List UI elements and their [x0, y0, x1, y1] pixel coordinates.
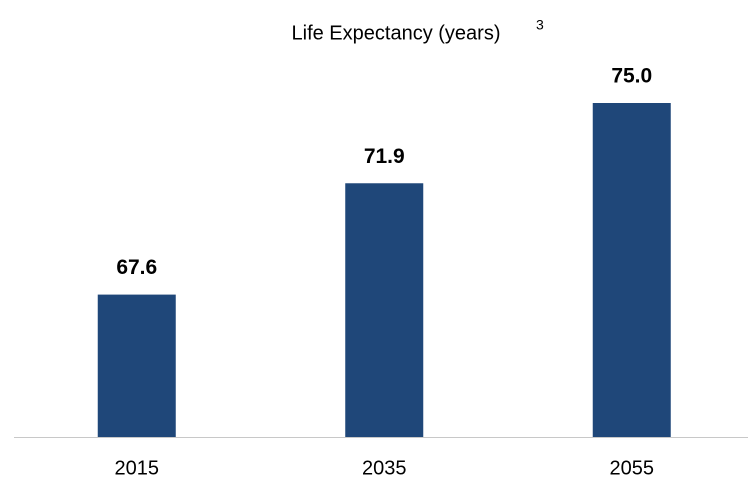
x-tick-label: 2055	[610, 457, 655, 479]
bar	[345, 183, 424, 437]
title-superscript: 3	[536, 17, 544, 33]
bar	[592, 103, 671, 437]
bar	[97, 294, 176, 437]
value-label: 71.9	[364, 145, 405, 168]
x-tick-label: 2015	[115, 457, 160, 479]
value-label: 67.6	[116, 256, 157, 279]
chart-title: Life Expectancy (years)	[292, 22, 501, 44]
x-tick-label: 2035	[362, 457, 407, 479]
value-label: 75.0	[611, 65, 652, 88]
